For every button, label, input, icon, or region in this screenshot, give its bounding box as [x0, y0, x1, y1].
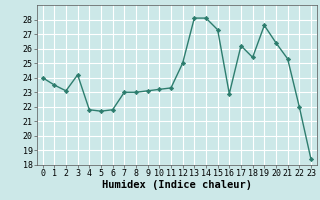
X-axis label: Humidex (Indice chaleur): Humidex (Indice chaleur)	[102, 180, 252, 190]
